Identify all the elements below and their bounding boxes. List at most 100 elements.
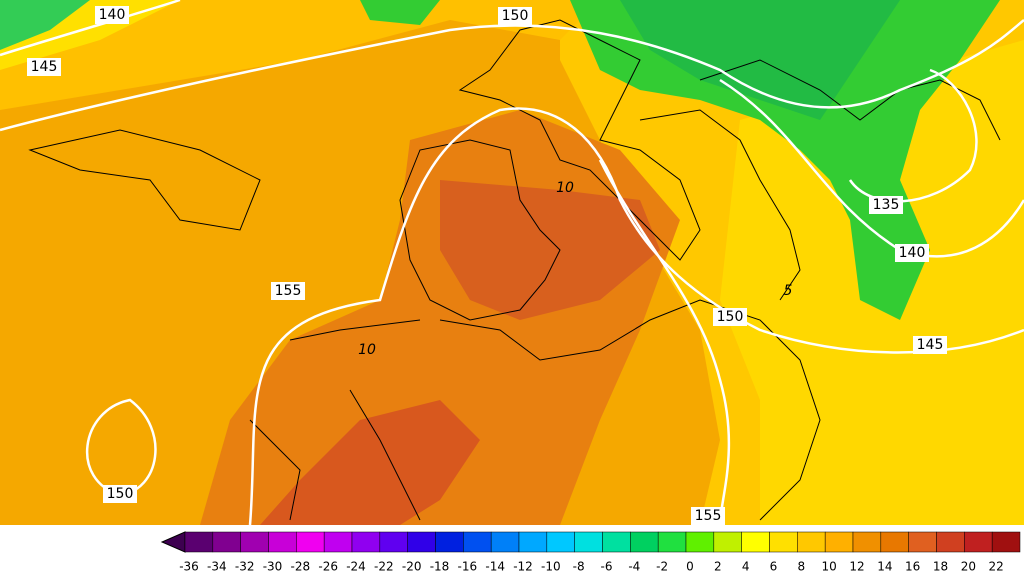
colorbar-cell (713, 531, 742, 553)
colorbar-cell (379, 531, 408, 553)
colorbar-label: -24 (346, 560, 366, 574)
colorbar-cell (602, 531, 631, 553)
colorbar-cell (797, 531, 826, 553)
colorbar-label: -10 (541, 560, 561, 574)
colorbar-cell (769, 531, 798, 553)
contour-label: 140 (99, 7, 126, 23)
colorbar-cell (657, 531, 687, 553)
colorbar-cell (936, 531, 965, 553)
contour-labels: 140 150 145 155 135 140 150 145 150 155 10 10 5 (27, 6, 947, 525)
label-box (95, 6, 129, 24)
contour-label: 5 (784, 283, 793, 299)
colorbar-label: 20 (961, 560, 976, 574)
label-box (713, 308, 747, 326)
colorbar-cell (630, 531, 659, 553)
colorbar-label: -16 (458, 560, 478, 574)
colorbar-cell (240, 531, 269, 553)
colorbar-cell (296, 531, 325, 553)
colorbar-label: -32 (235, 560, 255, 574)
colorbar-label: 0 (686, 560, 694, 574)
label-box (271, 282, 305, 300)
colorbar-label: -12 (513, 560, 533, 574)
colorbar-cell (991, 531, 1021, 553)
colorbar: -36 -34 -32 -30 -28 -26 -24 -22 -20 -18 -16 -14 -12-… (160, 531, 1021, 574)
isohypse (248, 107, 1024, 526)
colorbar-arrow (160, 531, 186, 553)
colorbar-cell (824, 531, 854, 553)
colorbar-cell (323, 531, 353, 553)
contour-label: 140 (899, 245, 926, 261)
colorbar-cell (574, 531, 603, 553)
label-box (103, 485, 137, 503)
colorbar-cell (463, 531, 492, 553)
colorbar-cell (268, 531, 297, 553)
colorbar-cell (741, 531, 770, 553)
coastline (439, 299, 821, 521)
colorbar-cell (964, 531, 993, 553)
field-red-orange-2 (260, 400, 480, 525)
label-box (498, 7, 532, 25)
colorbar-cell (880, 531, 909, 553)
colorbar-cell (546, 531, 575, 553)
isohypses (0, 0, 1024, 526)
colorbar-label: -26 (318, 560, 338, 574)
contour-label: 155 (275, 283, 302, 299)
colorbar-label: 10 (822, 560, 837, 574)
contour-thin (28, 129, 261, 231)
colorbar-cell (407, 531, 436, 553)
field-yellow-top (0, 0, 600, 110)
isohypse (598, 159, 731, 526)
field-green-ne (570, 0, 1000, 320)
coastline (399, 139, 561, 321)
field-red-orange-1 (440, 180, 660, 320)
colorbar-label: -36 (179, 560, 199, 574)
label-box (691, 507, 725, 525)
colorbar-cell (435, 531, 464, 553)
isohypse (0, 19, 1024, 132)
colorbar-label: -14 (485, 560, 505, 574)
colorbar-label: 4 (742, 560, 750, 574)
label-box (913, 336, 947, 354)
contour-label: 145 (917, 337, 944, 353)
contour-label: 150 (717, 309, 744, 325)
colorbar-label: -28 (291, 560, 311, 574)
field-green-n (360, 0, 440, 25)
colorbar-cell (490, 531, 520, 553)
coastline (639, 109, 801, 301)
coastline (249, 389, 421, 521)
field-green-nw (0, 0, 90, 50)
colorbar-label: -6 (601, 560, 613, 574)
contour-label: 10 (556, 180, 574, 196)
colorbar-cell (908, 531, 937, 553)
contour-label: 150 (502, 8, 529, 24)
contour-label: 155 (695, 508, 722, 524)
colorbar-label: 12 (849, 560, 864, 574)
colorbar-cell (351, 531, 381, 553)
colorbar-label: -34 (207, 560, 227, 574)
coastlines (28, 19, 1001, 521)
contour-thin (289, 319, 421, 341)
colorbar-label: -2 (656, 560, 668, 574)
coastline (699, 59, 1001, 141)
colorbar-label: 22 (989, 560, 1004, 574)
colorbar-cell (685, 531, 715, 553)
colorbar-label: -4 (628, 560, 640, 574)
colorbar-cell (212, 531, 241, 553)
colorbar-label: 8 (798, 560, 806, 574)
colorbar-label: -18 (430, 560, 450, 574)
label-box (27, 58, 61, 76)
colorbar-label: 16 (905, 560, 920, 574)
colorbar-label: -8 (573, 560, 585, 574)
colorbar-label: 6 (770, 560, 778, 574)
colorbar-label: 18 (933, 560, 948, 574)
contour-label: 150 (107, 486, 134, 502)
isohypse (719, 78, 1024, 258)
contour-label: 135 (873, 197, 900, 213)
contour-label: 145 (31, 59, 58, 75)
colorbar-cell (184, 531, 214, 553)
colorbar-label: -22 (374, 560, 394, 574)
contour-label: 10 (358, 342, 376, 358)
colorbar-label: 14 (877, 560, 892, 574)
label-box (869, 196, 903, 214)
